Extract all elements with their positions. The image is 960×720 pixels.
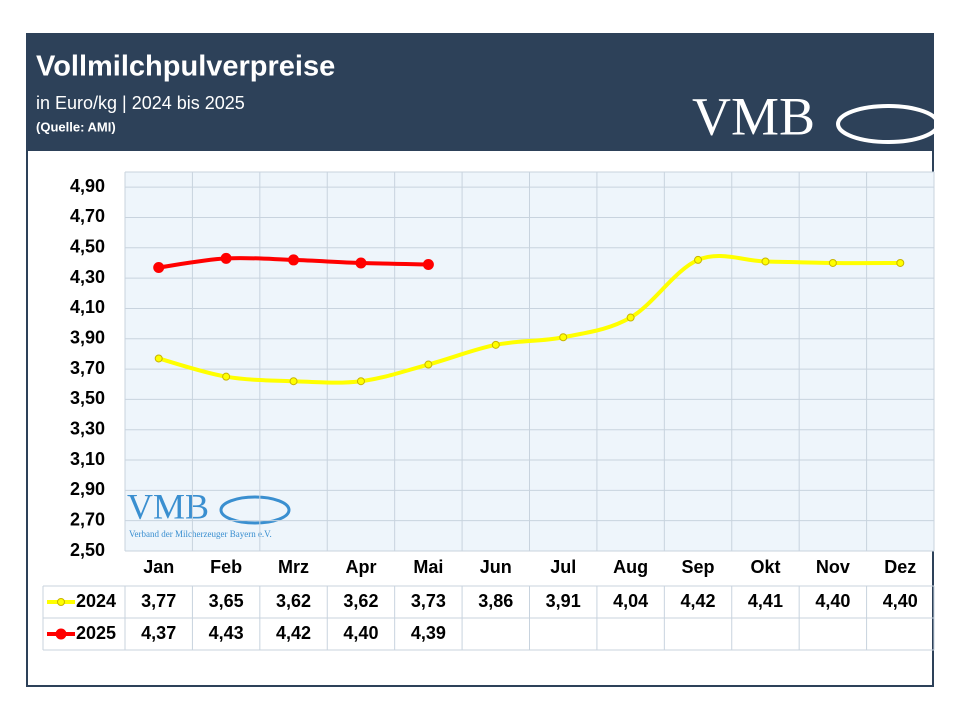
x-tick-label: Sep	[682, 557, 715, 577]
table-value: 3,62	[343, 591, 378, 611]
point	[694, 255, 703, 264]
x-tick-label: Mai	[413, 557, 443, 577]
y-tick-label: 4,90	[70, 176, 105, 196]
point	[761, 257, 770, 266]
legend-marker	[57, 598, 65, 606]
table-value: 4,39	[411, 623, 446, 643]
point	[288, 254, 300, 266]
point	[828, 258, 837, 267]
table-value: 4,41	[748, 591, 783, 611]
chart-title: Vollmilchpulverpreise	[36, 51, 335, 83]
watermark-caption: Verband der Milcherzeuger Bayern e.V.	[129, 529, 272, 539]
x-tick-label: Okt	[750, 557, 780, 577]
x-tick-label: Nov	[816, 557, 850, 577]
y-tick-label: 4,50	[70, 237, 105, 257]
y-tick-label: 4,10	[70, 297, 105, 317]
table-value: 3,86	[478, 591, 513, 611]
logo: VMB	[692, 86, 815, 146]
x-tick-label: Dez	[884, 557, 916, 577]
y-tick-label: 3,10	[70, 449, 105, 469]
series-line	[158, 254, 901, 385]
y-tick-label: 3,50	[70, 388, 105, 408]
point	[222, 372, 231, 381]
y-tick-label: 3,90	[70, 328, 105, 348]
point	[424, 360, 433, 369]
table-value: 4,40	[815, 591, 850, 611]
table-value: 3,73	[411, 591, 446, 611]
source: (Quelle: AMI)	[36, 119, 116, 134]
point	[422, 258, 434, 270]
y-tick-label: 2,70	[70, 509, 105, 529]
table-value: 4,37	[141, 623, 176, 643]
x-tick-label: Feb	[210, 557, 242, 577]
logo-swoosh	[836, 104, 940, 144]
table-value: 4,43	[209, 623, 244, 643]
point	[220, 252, 232, 264]
point	[491, 340, 500, 349]
point	[356, 377, 365, 386]
y-tick-label: 2,90	[70, 479, 105, 499]
x-tick-label: Jul	[550, 557, 576, 577]
table-value: 4,42	[681, 591, 716, 611]
point	[154, 354, 163, 363]
y-tick-label: 4,70	[70, 206, 105, 226]
table-value: 4,40	[883, 591, 918, 611]
y-tick-label: 4,30	[70, 267, 105, 287]
x-tick-label: Apr	[345, 557, 376, 577]
point	[289, 377, 298, 386]
subtitle: in Euro/kg | 2024 bis 2025	[36, 93, 245, 113]
point	[559, 333, 568, 342]
legend-label: 2024	[76, 591, 116, 611]
table-value: 4,04	[613, 591, 648, 611]
y-tick-label: 3,30	[70, 418, 105, 438]
x-tick-label: Jun	[480, 557, 512, 577]
header	[26, 33, 934, 150]
table-value: 3,91	[546, 591, 581, 611]
point	[626, 313, 635, 322]
table-value: 4,42	[276, 623, 311, 643]
table-value: 3,77	[141, 591, 176, 611]
table-value: 3,65	[209, 591, 244, 611]
y-tick-label: 2,50	[70, 540, 105, 560]
watermark: VMB	[127, 486, 209, 526]
x-tick-label: Aug	[613, 557, 648, 577]
table-value: 4,40	[343, 623, 378, 643]
legend-marker	[55, 628, 67, 640]
x-tick-label: Mrz	[278, 557, 309, 577]
y-tick-label: 3,70	[70, 358, 105, 378]
watermark-swoosh	[219, 495, 291, 525]
legend-label: 2025	[76, 623, 116, 643]
point	[355, 257, 367, 269]
x-tick-label: Jan	[143, 557, 174, 577]
point	[896, 258, 905, 267]
table-value: 3,62	[276, 591, 311, 611]
point	[153, 262, 165, 274]
